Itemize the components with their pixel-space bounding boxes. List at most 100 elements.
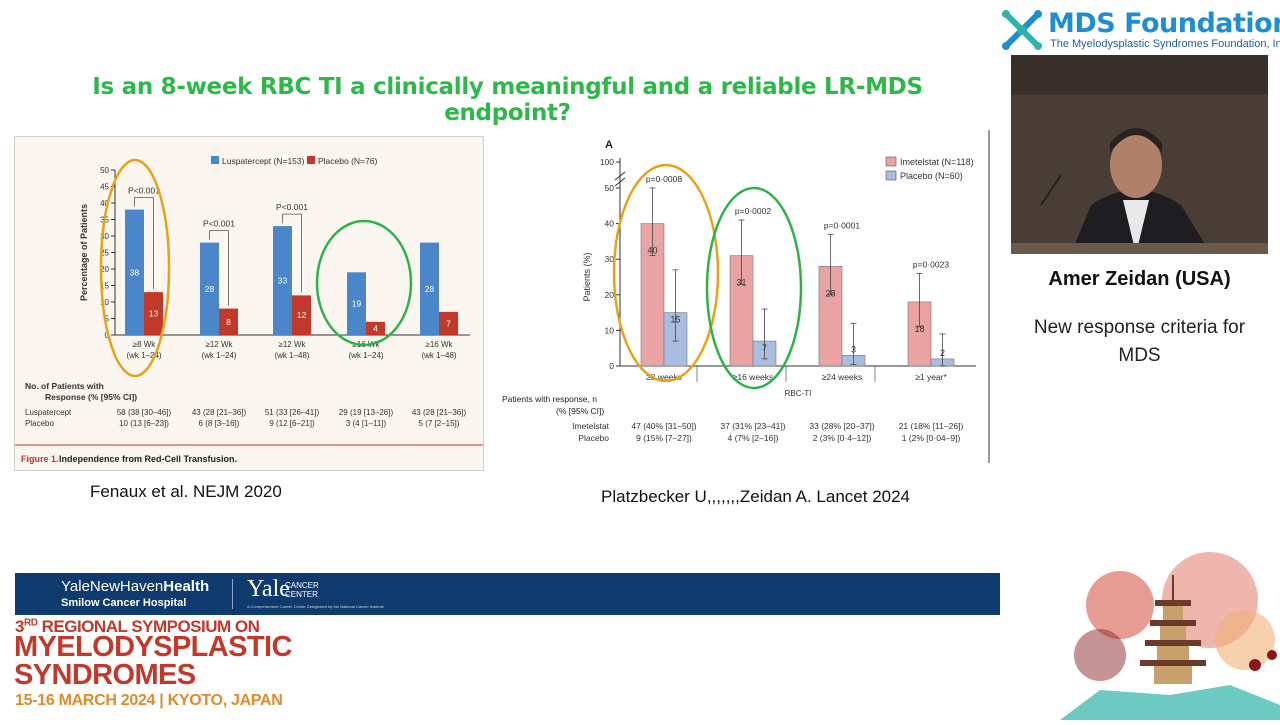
table-cell: 51 (33 [26–41]) [265,408,320,417]
ynh-bold: Health [163,578,210,595]
legend-swatch-placebo [307,156,315,164]
y-tick-label: 10 [605,325,615,335]
bar-value-imetelstat: 31 [736,278,746,288]
table-row-label: Placebo [25,419,54,428]
table-cell: 33 (28% [20–37]) [809,421,874,431]
bar-value-imetelstat: 28 [825,288,835,298]
table-cell: 9 (15% [7–27]) [636,433,692,443]
x-axis-label: RBC-TI [785,389,812,398]
table-cell: 4 (7% [2–16]) [727,433,778,443]
legend-swatch-luspatercept [211,156,219,164]
slide-title: Is an 8-week RBC TI a clinically meaning… [92,74,923,126]
p-value-label: P<0.001 [128,186,160,196]
y-tick-label: 25 [100,249,109,258]
y-tick-label: 0 [105,331,110,340]
x-tick-label: ≥12 Wk [278,340,306,349]
table-cell: 43 (28 [21–36]) [192,408,247,417]
ynh-prefix: YaleNewHaven [61,578,164,595]
x-tick-label: ≥1 year* [915,372,947,382]
symposium-line1: 3RD REGIONAL SYMPOSIUM ON [15,617,260,637]
bar-luspatercept [273,226,292,335]
speaker-name: Amer Zeidan (USA) [1048,268,1231,290]
p-value-bracket [282,213,302,293]
smilow-label: Smilow Cancer Hospital [61,597,187,609]
figure-title: Independence from Red-Cell Transfusion. [59,454,237,464]
x-tick-label: ≥16 Wk [425,340,453,349]
table-cell: 1 (2% [0·04–9]) [902,433,961,443]
bar-placebo [144,292,163,335]
bar-luspatercept [347,272,366,335]
axis-break-mark [614,171,626,187]
legend-swatch-placebo [885,170,897,181]
x-tick-label: ≥8 weeks [646,372,682,382]
figure-imetelstat: A 0 10 20 30 40 50 100 Patients (%) Imetelstat (N… [498,130,990,463]
highlight-16wk-green [705,186,803,390]
bar-value-luspatercept: 33 [278,276,288,286]
symposium-line3: SYNDROMES [14,659,196,691]
table-header-line2: Response (% [95% CI]) [45,392,137,402]
table-cell: 47 (40% [31–50]) [631,421,696,431]
x-tick-label: ≥8 Wk [133,340,157,349]
yale-cc-fineprint: A Comprehensive Cancer Center Designated… [247,604,384,609]
bar-value-placebo: 13 [149,309,159,319]
y-axis-label: Percentage of Patients [79,204,89,301]
bar-luspatercept [125,209,144,335]
y-tick-label: 20 [100,265,109,274]
x-tick-label: ≥12 Wk [205,340,233,349]
symposium-line2: MYELODYSPLASTIC [14,631,292,663]
bar-value-placebo: 7 [762,343,767,353]
y-axis-label: Patients (%) [582,252,592,301]
yale-logo-text: Yale [247,576,290,602]
bar-value-imetelstat: 18 [914,324,924,334]
pagoda-maple-illustration [1060,552,1280,720]
symposium-date-location: 15-16 MARCH 2024 | KYOTO, JAPAN [15,692,283,709]
mds-logo-icon [1002,10,1042,50]
x-tick-label-sub: (wk 1–24) [126,351,161,360]
bar-value-placebo: 4 [373,323,378,333]
table-cell: 10 (13 [6–23]) [119,419,169,428]
bar-value-placebo: 12 [297,310,307,320]
highlight-8wk-orange [612,163,720,383]
table-row-label: Luspatercept [25,408,72,417]
table-row-label: Imetelstat [572,421,609,431]
table-header-line1: No. of Patients with [25,381,104,391]
y-tick-label: 30 [100,232,109,241]
y-tick-label: 100 [600,157,614,167]
table-row-label: Placebo [578,433,609,443]
panel-label: A [605,139,613,151]
x-tick-label-sub: (wk 1–48) [274,351,309,360]
logo-divider [232,579,233,609]
y-tick-label: 30 [605,254,615,264]
speaker-video [1011,55,1268,254]
table-header-line2: (% [95% CI]) [556,406,604,416]
speaker-image [1011,55,1268,254]
y-tick-label: 50 [605,183,615,193]
bar-value-placebo: 2 [940,348,945,358]
p-value-bracket [209,230,229,306]
talk-title: New response criteria for MDS [1033,317,1246,366]
bar-value-luspatercept: 28 [205,284,215,294]
bar-value-luspatercept: 28 [425,284,435,294]
y-tick-label: 45 [100,183,109,192]
kyoto-decoration [1060,545,1280,720]
table-cell: 37 (31% [23–41]) [720,421,785,431]
y-tick-label: 10 [100,298,109,307]
y-tick-label: 20 [605,290,615,300]
symposium-ordinal: RD [23,617,38,629]
bar-placebo [439,311,458,335]
p-value-label: P<0.001 [203,219,235,229]
figure-luspatercept: 0 5 10 15 20 25 30 35 40 45 50 Percentage of Patien… [14,136,484,471]
y-tick-label: 0 [609,361,614,371]
table-header-line1: Patients with response, n [502,394,597,404]
symposium-line1-text: REGIONAL SYMPOSIUM ON [37,617,260,636]
highlight-16wk-green [315,219,413,347]
mds-foundation-logo: MDS Foundation The Myelodysplastic Syndr… [998,6,1280,54]
mds-foundation-name: MDS Foundation [1048,8,1280,39]
table-cell: 6 (8 [3–16]) [199,419,240,428]
table-cell: 58 (38 [30–46]) [117,408,172,417]
x-tick-label-sub: (wk 1–24) [201,351,236,360]
yale-cancer-center-label: CANCER CENTER [285,581,319,599]
p-value-bracket [134,197,154,290]
bar-value-imetelstat: 40 [647,246,657,256]
